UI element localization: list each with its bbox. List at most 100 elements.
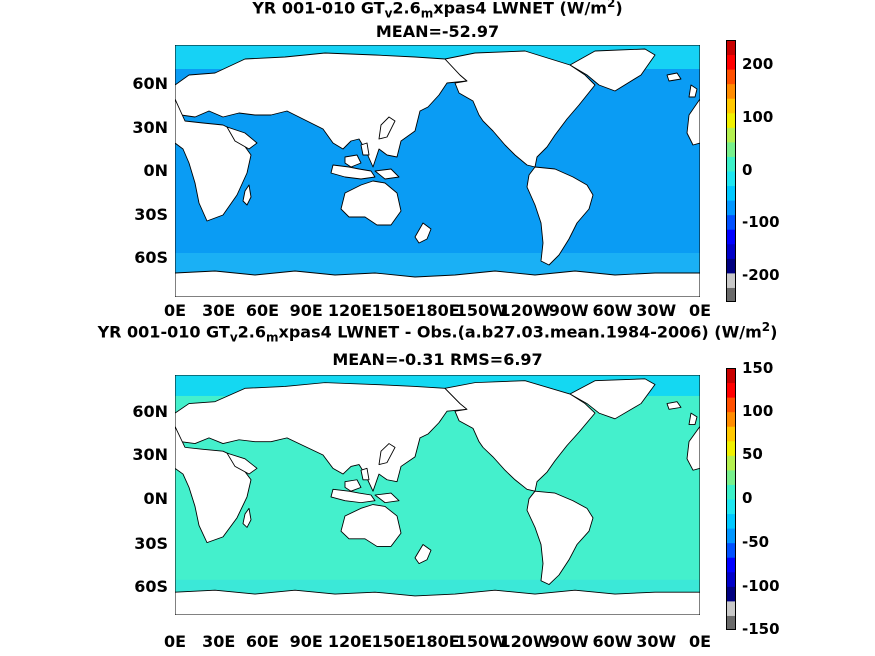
panel1-lon-label: 150E (371, 301, 416, 320)
colorbar-swatch (726, 440, 736, 456)
colorbar-swatch (726, 455, 736, 471)
panel1-lat-30n: 30N (132, 118, 168, 137)
colorbar-swatch (726, 272, 736, 288)
landmass-uk (688, 412, 698, 425)
landmass-antarctica (175, 589, 700, 615)
colorbar-swatch (726, 586, 736, 602)
panel2-lon-label: 120W (499, 632, 551, 651)
landmass-indonesia (330, 164, 376, 180)
panel1-lon-label: 90W (548, 301, 589, 320)
panel1-lon-label: 120W (499, 301, 551, 320)
panel1-cb-tick-100: 100 (742, 108, 774, 126)
panel1-lat-60s: 60S (134, 248, 168, 267)
landmass-greenland (569, 48, 656, 92)
landmass-new-zealand (414, 544, 432, 564)
colorbar-swatch (726, 258, 736, 274)
landmass-japan (378, 116, 396, 140)
landmass-antarctica (175, 270, 700, 297)
panel1-lat-30s: 30S (134, 205, 168, 224)
colorbar-swatch (726, 411, 736, 427)
colorbar-swatch (726, 382, 736, 398)
panel2-cb-tick-100: 100 (742, 402, 774, 420)
colorbar-swatch (726, 185, 736, 201)
panel1-cb-tick-200: 200 (742, 55, 774, 73)
panel1-lon-label: 60E (245, 301, 280, 320)
landmass-eurasia (175, 52, 468, 168)
colorbar-swatch (726, 229, 736, 245)
colorbar-swatch (726, 600, 736, 616)
colorbar-swatch (726, 368, 736, 384)
colorbar-swatch (726, 528, 736, 544)
colorbar-swatch (726, 513, 736, 529)
panel2-cb-tick-m100: -100 (742, 577, 780, 595)
panel2-lon-label: 90W (548, 632, 589, 651)
landmass-iceland (666, 401, 682, 410)
colorbar-swatch (726, 214, 736, 230)
colorbar-swatch (726, 112, 736, 128)
colorbar-swatch (726, 426, 736, 442)
colorbar-swatch (726, 557, 736, 573)
panel1-continents (175, 48, 700, 297)
landmass-uk (688, 84, 698, 98)
panel1-lat-60n: 60N (132, 74, 168, 93)
landmass-eurasia (175, 382, 468, 492)
panel1-stats: MEAN=-52.97 (375, 22, 500, 41)
landmass-philippines (360, 142, 370, 156)
landmass-iceland (666, 72, 682, 82)
panel2-lat-0n: 0N (143, 489, 168, 508)
panel1-lon-label: 180E (415, 301, 460, 320)
panel2-colorbar (726, 368, 736, 630)
landmass-north-america (444, 50, 596, 168)
panel1-lon-label: 0E (163, 301, 187, 320)
panel2-map (175, 375, 700, 615)
panel2-lon-label: 30E (202, 632, 236, 651)
colorbar-swatch (726, 54, 736, 70)
panel1-lon-label: 30W (636, 301, 677, 320)
panel2-lon-label: 150E (371, 632, 416, 651)
panel2-lon-label: 150W (455, 632, 507, 651)
panel2-lat-30s: 30S (134, 534, 168, 553)
panel2-lon-label: 30W (636, 632, 677, 651)
panel1-lon-label: 0E (688, 301, 712, 320)
landmass-africa-west (686, 98, 700, 146)
landmass-new-zealand (414, 222, 432, 244)
landmass-arabia (226, 452, 258, 475)
panel1-title: YR 001-010 GTv2.6mxpas4 LWNET (W/m2) (252, 0, 623, 21)
colorbar-swatch (726, 141, 736, 157)
landmass-madagascar (242, 507, 252, 528)
landmass-south-america (526, 490, 594, 585)
panel2-lon-label: 120E (327, 632, 373, 651)
panel2-lon-label: 0E (163, 632, 187, 651)
colorbar-swatch (726, 40, 736, 56)
panel1-lon-label: 150W (455, 301, 507, 320)
colorbar-swatch (726, 98, 736, 114)
panel1-cb-tick-m100: -100 (742, 213, 780, 231)
panel1-lon-label: 90E (289, 301, 323, 320)
landmass-australia (340, 504, 402, 547)
landmass-north-america (444, 380, 596, 492)
colorbar-swatch (726, 469, 736, 485)
panel2-lon-label: 90E (289, 632, 323, 651)
panel1-map (175, 45, 700, 297)
landmass-africa-west (686, 426, 700, 471)
colorbar-swatch (726, 571, 736, 587)
landmass-arabia (226, 126, 258, 150)
landmass-new-guinea (374, 168, 400, 180)
colorbar-swatch (726, 542, 736, 558)
landmass-borneo (344, 479, 362, 492)
panel2-lon-label: 60E (245, 632, 280, 651)
colorbar-swatch (726, 83, 736, 99)
colorbar-swatch (726, 615, 736, 630)
panel2-lat-60n: 60N (132, 402, 168, 421)
panel2-cb-tick-50: 50 (742, 445, 763, 463)
landmass-indonesia (330, 488, 376, 504)
colorbar-swatch (726, 397, 736, 413)
panel2-lat-30n: 30N (132, 445, 168, 464)
colorbar-swatch (726, 484, 736, 500)
panel1-lon-label: 120E (327, 301, 373, 320)
landmass-australia (340, 180, 402, 226)
panel2-cb-tick-150: 150 (742, 359, 774, 377)
panel1-colorbar (726, 40, 736, 302)
landmass-greenland (569, 378, 656, 420)
panel1-cb-tick-0: 0 (742, 161, 753, 179)
